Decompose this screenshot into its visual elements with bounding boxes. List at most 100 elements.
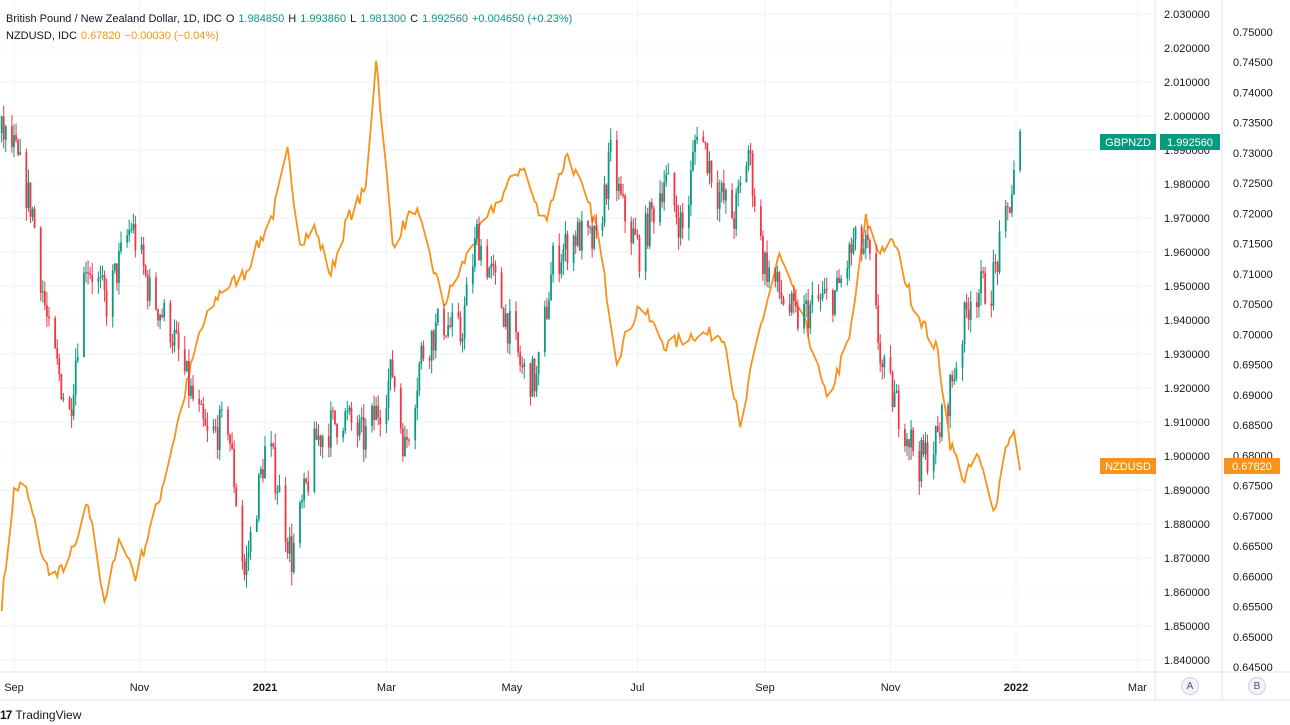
candle-body <box>62 397 65 400</box>
candle-body <box>749 150 752 154</box>
candle-body <box>838 277 840 283</box>
candle-body <box>994 262 997 264</box>
candle-body <box>227 409 229 435</box>
candle-body <box>490 263 493 268</box>
candle-body <box>550 274 552 301</box>
candle-body <box>595 225 598 231</box>
legend-nzdusd[interactable]: NZDUSD, IDC 0.67820 −0.00030 (−0.04%) <box>6 28 576 45</box>
candle-body <box>216 426 219 450</box>
candle-body <box>918 451 921 482</box>
candle-body <box>560 262 563 274</box>
candle-body <box>630 221 633 244</box>
close-value: 1.992560 <box>422 13 468 25</box>
candle-body <box>247 551 250 558</box>
candle-body <box>68 397 71 410</box>
candle-body <box>459 317 462 342</box>
candle-body <box>315 428 318 440</box>
candle-body <box>782 298 785 305</box>
candle-body <box>97 278 100 283</box>
candle-body <box>134 224 137 250</box>
candle-body <box>866 235 869 241</box>
candle-body <box>731 189 733 219</box>
y-tick-label-gbpnzd: 2.020000 <box>1164 43 1210 55</box>
candle-body <box>313 428 316 492</box>
x-tick-label: Mar <box>377 682 396 694</box>
y-tick-label-nzdusd: 0.75000 <box>1233 27 1273 39</box>
candle-body <box>955 367 958 380</box>
candle-body <box>284 485 287 542</box>
candle-body <box>229 434 231 444</box>
candle-body <box>379 417 382 425</box>
candle-body <box>461 338 464 342</box>
candle-body <box>212 426 215 431</box>
candle-body <box>860 227 863 254</box>
candle-body <box>679 212 682 238</box>
candle-body <box>692 151 694 171</box>
candle-body <box>387 380 390 408</box>
candle-body <box>132 224 135 230</box>
candle-body <box>54 318 57 349</box>
candle-body <box>936 425 939 433</box>
candle-body <box>13 135 15 148</box>
candle-body <box>903 429 906 447</box>
candle-body <box>644 213 647 272</box>
candle-body <box>478 224 480 261</box>
candle-body <box>307 482 310 492</box>
candle-body <box>667 172 670 175</box>
candle-body <box>175 330 178 333</box>
candle-body <box>747 150 750 166</box>
candle-body <box>720 183 723 193</box>
candle-body <box>218 409 221 450</box>
candle-body <box>622 193 624 196</box>
candle-body <box>663 182 666 203</box>
candle-body <box>990 303 993 307</box>
candle-body <box>257 474 260 520</box>
candle-body <box>204 418 207 426</box>
grid <box>0 0 1155 672</box>
candle-body <box>817 295 820 300</box>
candle-body <box>875 253 877 306</box>
candle-body <box>910 429 912 448</box>
candle-body <box>385 407 388 425</box>
candle-body <box>25 152 28 209</box>
candle-body <box>303 478 306 501</box>
branding[interactable]: 17 TradingView <box>0 708 81 722</box>
candle-body <box>506 313 509 344</box>
axis-auto-button-a[interactable]: A <box>1181 677 1199 695</box>
axis-auto-button-b[interactable]: B <box>1248 677 1266 695</box>
candle-body <box>862 248 865 254</box>
candle-body <box>373 405 375 421</box>
candle-body <box>43 291 46 306</box>
candle-body <box>126 235 129 243</box>
nzdusd-series <box>0 60 1021 612</box>
candle-body <box>521 365 524 368</box>
candle-body <box>1004 205 1007 232</box>
candle-body <box>89 273 92 276</box>
y-tick-label-nzdusd: 0.72500 <box>1233 178 1273 190</box>
candle-body <box>288 536 291 554</box>
candle-body <box>286 541 289 554</box>
candle-body <box>889 357 892 373</box>
candle-body <box>428 358 431 361</box>
candle-body <box>87 272 89 274</box>
open-label: O <box>225 13 235 25</box>
candle-body <box>893 392 896 408</box>
candle-body <box>632 228 635 244</box>
candle-body <box>350 407 353 423</box>
nzdusd-title: NZDUSD, IDC <box>6 30 77 42</box>
candle-body <box>920 440 923 482</box>
candle-body <box>393 376 396 388</box>
nzdusd-badge: NZDUSD 0.67820 <box>1100 458 1280 474</box>
candle-body <box>607 151 610 200</box>
y-tick-label-gbpnzd: 1.930000 <box>1164 349 1210 361</box>
candle-body <box>190 385 192 396</box>
legend-gbpnzd[interactable]: British Pound / New Zealand Dollar, 1D, … <box>6 11 576 28</box>
candle-body <box>159 314 161 321</box>
candle-body <box>91 275 94 283</box>
candle-body <box>245 557 248 575</box>
candle-body <box>650 202 653 209</box>
candle-body <box>648 202 651 247</box>
candle-body <box>764 252 766 275</box>
candle-body <box>704 142 707 144</box>
